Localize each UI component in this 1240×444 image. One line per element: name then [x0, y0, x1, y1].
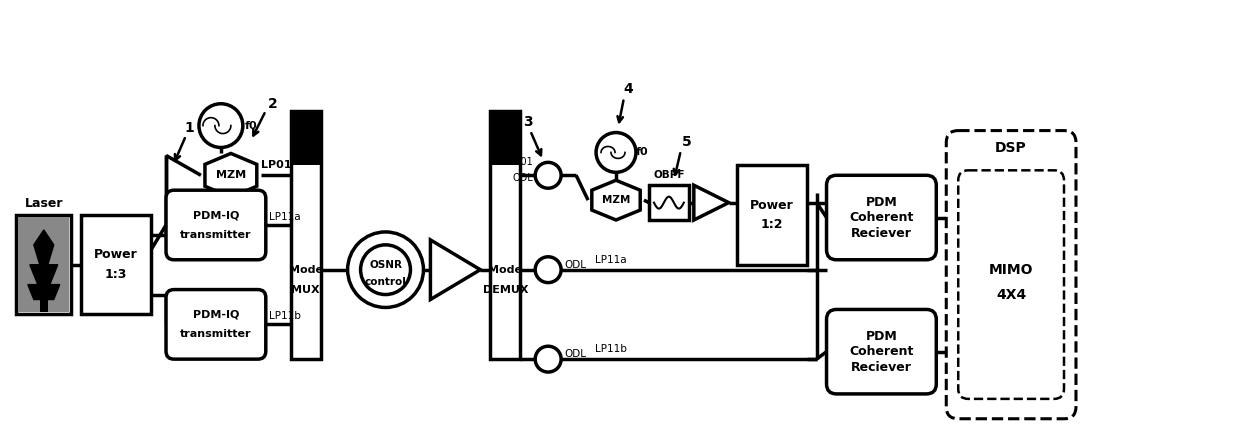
Text: LP11b: LP11b: [269, 311, 300, 321]
Polygon shape: [694, 185, 729, 220]
FancyBboxPatch shape: [166, 289, 265, 359]
Circle shape: [198, 104, 243, 147]
Bar: [81, 215, 151, 314]
Polygon shape: [27, 230, 60, 300]
Text: LP01: LP01: [510, 157, 533, 167]
Text: Reciever: Reciever: [851, 227, 911, 240]
Text: 1: 1: [184, 121, 193, 135]
Text: DSP: DSP: [996, 142, 1027, 155]
Text: Mode: Mode: [489, 265, 522, 275]
Bar: [290, 111, 321, 165]
Text: MUX: MUX: [291, 285, 320, 294]
Text: 1:2: 1:2: [760, 218, 782, 231]
Text: f0: f0: [636, 147, 649, 158]
Text: control: control: [365, 277, 407, 287]
Text: PDM: PDM: [866, 330, 898, 343]
Polygon shape: [591, 180, 640, 220]
Text: 2: 2: [268, 97, 278, 111]
FancyBboxPatch shape: [166, 190, 265, 260]
Bar: [490, 111, 521, 165]
Text: PDM-IQ: PDM-IQ: [192, 210, 239, 220]
Bar: [490, 111, 521, 359]
Polygon shape: [205, 154, 257, 197]
Text: ODL: ODL: [512, 173, 533, 183]
Bar: [19, 217, 69, 313]
Text: Power: Power: [750, 198, 794, 212]
Circle shape: [596, 133, 636, 172]
Text: 5: 5: [682, 135, 692, 148]
Text: MZM: MZM: [601, 195, 630, 205]
Text: PDM-IQ: PDM-IQ: [192, 309, 239, 319]
Text: ODL: ODL: [564, 260, 587, 270]
Circle shape: [536, 346, 562, 372]
Text: MZM: MZM: [216, 170, 246, 180]
Text: 4: 4: [624, 82, 632, 96]
Text: LP11a: LP11a: [595, 255, 627, 265]
Text: f0: f0: [244, 121, 257, 131]
Bar: [737, 165, 806, 265]
Circle shape: [347, 232, 423, 307]
Text: 4X4: 4X4: [996, 288, 1027, 301]
Text: Power: Power: [94, 248, 138, 261]
Text: LP01: LP01: [260, 160, 291, 170]
Text: transmitter: transmitter: [180, 230, 252, 240]
FancyBboxPatch shape: [827, 309, 936, 394]
Text: Reciever: Reciever: [851, 361, 911, 374]
Bar: [290, 111, 321, 359]
Text: Coherent: Coherent: [849, 345, 914, 358]
Text: 3: 3: [523, 115, 533, 129]
Text: Coherent: Coherent: [849, 211, 914, 224]
FancyBboxPatch shape: [827, 175, 936, 260]
Polygon shape: [430, 240, 480, 300]
Text: PDM: PDM: [866, 196, 898, 209]
Text: LP11a: LP11a: [269, 212, 300, 222]
Text: transmitter: transmitter: [180, 329, 252, 339]
Circle shape: [361, 245, 410, 294]
FancyBboxPatch shape: [959, 170, 1064, 399]
FancyBboxPatch shape: [946, 131, 1076, 419]
Bar: [649, 185, 689, 220]
Circle shape: [536, 163, 562, 188]
Text: MIMO: MIMO: [988, 263, 1033, 277]
Circle shape: [536, 257, 562, 283]
Bar: [16, 215, 71, 314]
Text: Laser: Laser: [25, 197, 63, 210]
Text: Mode: Mode: [289, 265, 322, 275]
Text: DEMUX: DEMUX: [482, 285, 528, 294]
Text: LP11b: LP11b: [595, 344, 627, 354]
Text: OSNR: OSNR: [370, 260, 402, 270]
Text: OBPF: OBPF: [653, 170, 684, 180]
Text: ODL: ODL: [564, 349, 587, 359]
Bar: [40, 300, 48, 313]
Text: 1:3: 1:3: [105, 268, 128, 281]
